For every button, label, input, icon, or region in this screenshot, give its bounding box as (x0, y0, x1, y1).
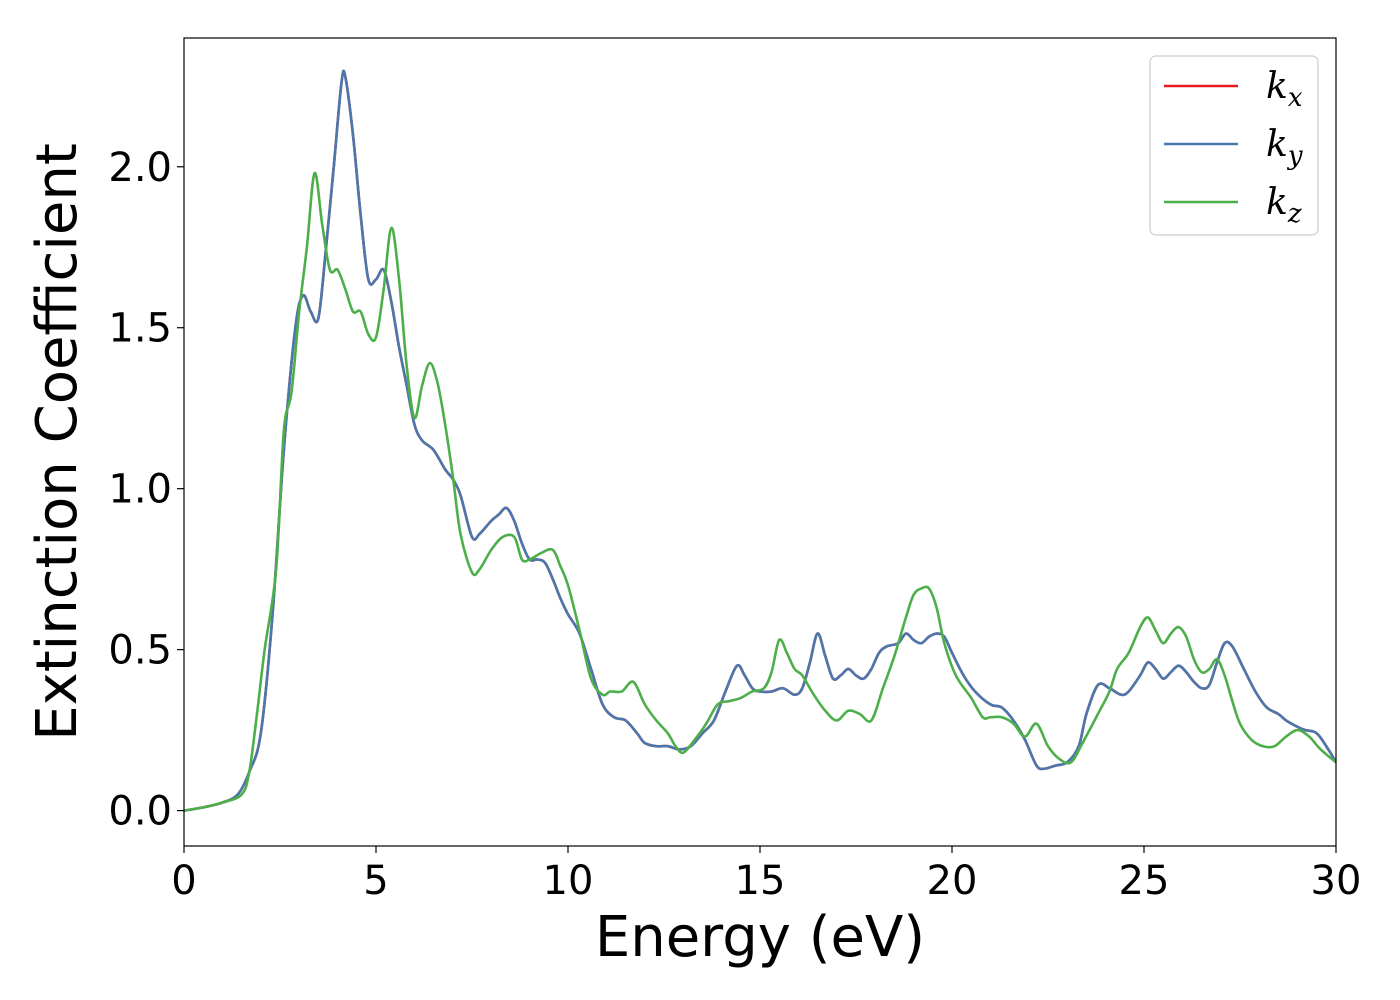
legend-label-x: kx (1266, 66, 1303, 113)
legend-label-base: k (1266, 66, 1288, 107)
y-axis: 0.0 0.5 1.0 1.5 2.0 (108, 145, 184, 835)
x-tick-label: 0 (171, 858, 196, 904)
x-tick-label: 15 (735, 858, 786, 904)
legend-label-z: kz (1266, 182, 1302, 229)
legend-label-base: k (1266, 124, 1288, 165)
y-tick-label: 1.5 (108, 306, 172, 352)
series-line-k-y (184, 69, 1336, 812)
y-axis-title: Extinction Coefficient (25, 143, 90, 741)
legend-box (1149, 55, 1319, 236)
y-tick-label: 2.0 (108, 145, 172, 191)
y-tick-label: 0.5 (108, 628, 172, 674)
x-axis-title: Energy (eV) (595, 905, 925, 970)
x-tick-label: 20 (927, 858, 978, 904)
legend-label-subscript: z (1287, 199, 1302, 229)
legend-label-subscript: y (1287, 141, 1303, 171)
x-tick-label: 25 (1119, 858, 1170, 904)
x-tick-label: 30 (1311, 858, 1362, 904)
legend-label-subscript: x (1288, 83, 1303, 113)
x-tick-label: 10 (543, 858, 594, 904)
legend-label-y: ky (1266, 124, 1303, 171)
y-tick-label: 1.0 (108, 467, 172, 513)
series-group (184, 69, 1336, 812)
y-tick-label: 0.0 (108, 789, 172, 835)
series-line-k-z (184, 171, 1336, 812)
x-tick-label: 5 (363, 858, 388, 904)
x-axis: 0 5 10 15 20 25 30 (171, 846, 1361, 904)
legend-label-base: k (1266, 182, 1288, 223)
